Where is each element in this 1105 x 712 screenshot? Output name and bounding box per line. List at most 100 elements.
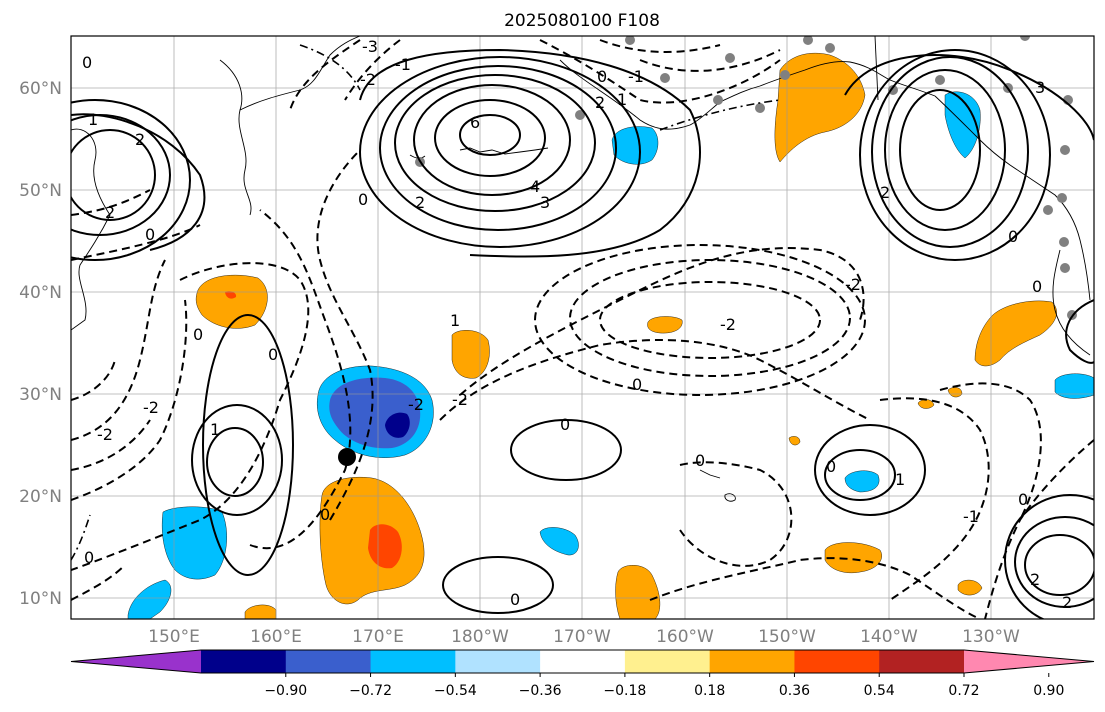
colorbar-tick-label: 0.36 <box>779 683 810 699</box>
colorbar-tick-label: −0.90 <box>264 683 307 699</box>
station-marker <box>755 103 765 113</box>
contour-label: 0 <box>82 53 92 72</box>
contour-label: 0 <box>826 457 836 476</box>
contour-label: 1 <box>450 311 460 330</box>
lat-label: 10°N <box>19 589 62 609</box>
lat-label: 60°N <box>19 79 62 99</box>
contour-label: -2 <box>845 275 861 294</box>
positive-anomaly-blob-south <box>615 565 661 619</box>
contour-label: 2 <box>880 183 890 202</box>
station-marker <box>803 36 813 45</box>
colorbar-tick-label: 0.54 <box>864 683 895 699</box>
colorbar-segment <box>624 650 711 673</box>
contour-label: 2 <box>415 193 425 212</box>
station-marker <box>1060 263 1070 273</box>
lat-label: 40°N <box>19 283 62 303</box>
contour-label: -2 <box>360 70 376 89</box>
colorbar-extend-low <box>71 650 201 673</box>
positive-anomaly-blob-small <box>647 316 683 334</box>
map-border <box>70 35 1095 620</box>
lon-label: 140°W <box>860 627 918 647</box>
colorbar-segment <box>285 650 372 673</box>
contour-label: 0 <box>510 590 520 609</box>
lon-label: 160°W <box>656 627 714 647</box>
dashdot-contours <box>71 44 781 561</box>
coastlines <box>71 36 1091 502</box>
lon-label: 150°W <box>758 627 816 647</box>
colorbar-segment <box>370 650 456 673</box>
colorbar-tick-label: 0.90 <box>1033 683 1064 699</box>
contour-label: 2 <box>135 130 145 149</box>
contour-label: 0 <box>1032 277 1042 296</box>
contour-label: 0 <box>1008 227 1018 246</box>
lon-label: 160°E <box>250 627 302 647</box>
contour-label: 0 <box>193 325 203 344</box>
station-marker <box>935 75 945 85</box>
colorbar-tick-label: −0.72 <box>349 683 392 699</box>
positive-anomaly-blob-tiny-4 <box>957 579 983 596</box>
positive-anomaly-blob-east-tropics <box>824 542 882 573</box>
station-marker <box>625 36 635 45</box>
positive-anomaly-blob-east-coast <box>974 300 1057 367</box>
longitude-labels: 150°E 160°E 170°E 180°W 170°W 160°W 150°… <box>148 627 1020 647</box>
contour-label: 0 <box>597 67 607 86</box>
colorbar-segment <box>455 650 541 673</box>
contour-label: 0 <box>358 190 368 209</box>
station-marker <box>1043 205 1053 215</box>
colorbar-tick-label: 0.72 <box>948 683 979 699</box>
contour-label: -1 <box>628 67 644 86</box>
colorbar-tick-label: 0.18 <box>694 683 725 699</box>
solid-contours <box>71 48 1094 619</box>
lon-label: 170°W <box>553 627 611 647</box>
positive-anomaly-blob-alaska <box>774 52 866 163</box>
contour-label: -3 <box>362 37 378 56</box>
contour-label: 0 <box>320 505 330 524</box>
contour-label: 0 <box>1018 490 1028 509</box>
colorbar-ticks <box>285 673 1050 677</box>
colorbar-labels: −0.90 −0.72 −0.54 −0.36 −0.18 0.18 0.36 0.54 0.7… <box>264 683 1064 699</box>
contour-label: 1 <box>210 420 220 439</box>
map-panel: 6 4 3 2 2 1 0 -1 -2 -3 -1 0 2 1 2 0 1 -2… <box>19 35 1095 647</box>
storm-center-marker <box>338 448 356 466</box>
positive-anomaly-blob-tiny-1 <box>788 436 801 446</box>
contour-label: 1 <box>895 470 905 489</box>
colorbar-tick-label: −0.18 <box>603 683 646 699</box>
negative-anomaly-blob-central-core <box>385 412 410 438</box>
figure-title: 2025080100 F108 <box>504 11 660 31</box>
contour-label: -2 <box>97 425 113 444</box>
lat-label: 30°N <box>19 385 62 405</box>
lon-label: 130°W <box>962 627 1020 647</box>
colorbar-outline <box>70 649 1095 674</box>
colorbar-tick-label: −0.36 <box>519 683 562 699</box>
shaded-anomalies <box>127 52 1094 619</box>
negative-anomaly-blob-north <box>611 126 659 165</box>
colorbar-segment <box>709 650 795 673</box>
colorbar-segment <box>879 650 965 673</box>
colorbar-segments <box>70 649 1095 674</box>
negative-anomaly-blob-southwest <box>127 579 172 619</box>
station-marker <box>713 95 723 105</box>
station-marker <box>575 110 585 120</box>
station-marker <box>725 53 735 63</box>
latitude-labels: 60°N 50°N 40°N 30°N 20°N 10°N <box>19 79 62 609</box>
contour-label: 1 <box>617 90 627 109</box>
lat-label: 20°N <box>19 487 62 507</box>
contour-label: -1 <box>963 507 979 526</box>
colorbar-extend-high <box>964 650 1094 673</box>
positive-anomaly-core-south-central <box>368 524 402 569</box>
contour-label: -1 <box>395 55 411 74</box>
station-marker <box>1020 36 1030 41</box>
contour-label: 6 <box>470 113 480 132</box>
station-marker <box>1060 145 1070 155</box>
contour-label: -2 <box>143 398 159 417</box>
contour-label: 2 <box>1062 593 1072 612</box>
station-marker <box>825 43 835 53</box>
contour-label: -2 <box>452 390 468 409</box>
colorbar-segment <box>794 650 880 673</box>
colorbar-segment <box>201 650 287 673</box>
station-marker <box>1059 237 1069 247</box>
negative-anomaly-blob-hawaii-west <box>539 527 579 556</box>
contour-label: 0 <box>695 451 705 470</box>
station-marker <box>888 85 898 95</box>
